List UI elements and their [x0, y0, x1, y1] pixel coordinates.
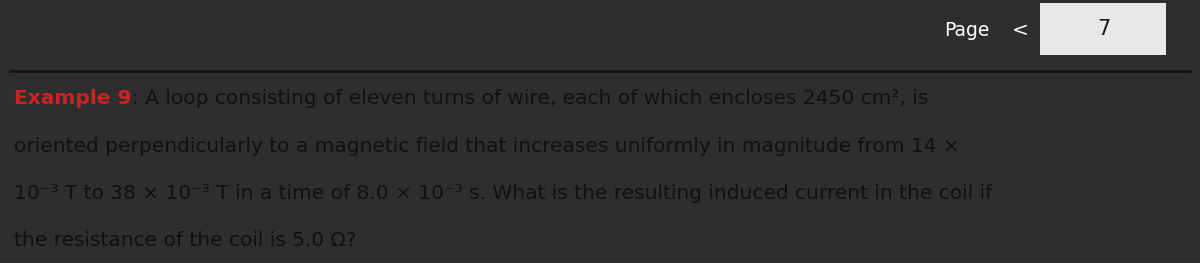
- Text: the resistance of the coil is 5.0 Ω?: the resistance of the coil is 5.0 Ω?: [14, 231, 356, 250]
- Text: 10⁻³ T to 38 × 10⁻³ T in a time of 8.0 × 10⁻³ s. What is the resulting induced c: 10⁻³ T to 38 × 10⁻³ T in a time of 8.0 ×…: [14, 184, 992, 203]
- FancyBboxPatch shape: [1040, 3, 1166, 55]
- Text: : A loop consisting of eleven turns of wire, each of which encloses 2450 cm², is: : A loop consisting of eleven turns of w…: [132, 89, 929, 108]
- Text: <: <: [1012, 21, 1028, 40]
- Text: 7: 7: [1097, 19, 1110, 39]
- Text: Page: Page: [944, 21, 990, 40]
- Text: oriented perpendicularly to a magnetic field that increases uniformly in magnitu: oriented perpendicularly to a magnetic f…: [14, 136, 960, 156]
- Text: Example 9: Example 9: [14, 89, 132, 108]
